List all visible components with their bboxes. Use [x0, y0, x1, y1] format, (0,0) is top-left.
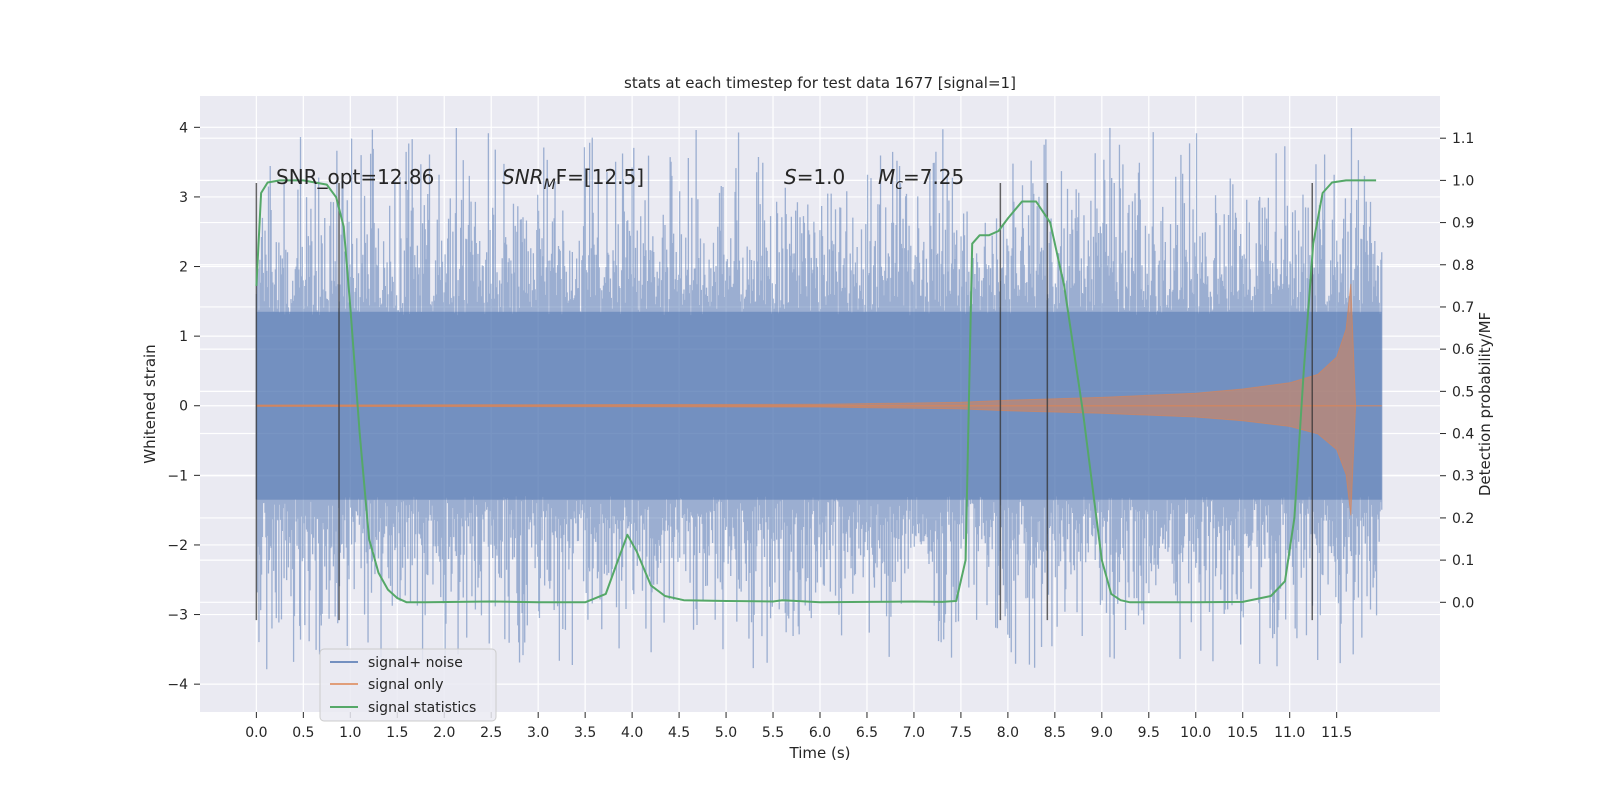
x-tick-label: 9.5: [1138, 725, 1160, 741]
left-y-tick-label: 4: [179, 120, 188, 136]
annotation-s-label: S: [784, 165, 797, 189]
vertical-markers: [255, 183, 1313, 621]
left-y-tick-label: 3: [179, 190, 188, 206]
annotation-mc-sub: c: [895, 177, 903, 193]
right-y-tick-label: 0.5: [1452, 384, 1474, 400]
signal-statistics-line: [255, 179, 1377, 604]
legend: signal+ noise signal only signal statist…: [319, 648, 497, 722]
left-y-tick-label: 1: [179, 329, 188, 345]
left-y-tick-label: 0: [179, 399, 188, 415]
x-axis-label: Time (s): [789, 744, 851, 762]
left-y-tick-label: −1: [167, 468, 188, 484]
right-y-tick-label: 0.1: [1452, 553, 1474, 569]
right-y-tick-label: 1.0: [1452, 173, 1474, 189]
right-y-tick-label: 1.1: [1452, 131, 1474, 147]
x-tick-label: 1.5: [386, 725, 408, 741]
chart-title: stats at each timestep for test data 167…: [624, 74, 1016, 92]
right-y-axis-label: Detection probability/MF: [1476, 312, 1494, 496]
x-tick-label: 6.0: [809, 725, 831, 741]
annotation-s-value: =1.0: [797, 165, 846, 189]
right-y-tick-label: 0.6: [1452, 342, 1474, 358]
right-y-tick-label: 0.8: [1452, 258, 1474, 274]
x-tick-label: 2.5: [480, 725, 502, 741]
legend-label-signal-noise: signal+ noise: [368, 655, 463, 671]
y-axis-label: Whitened strain: [141, 344, 159, 463]
annotation-s: S=1.0: [784, 165, 845, 189]
annotation-mc-value: =7.25: [903, 165, 964, 189]
x-tick-label: 6.5: [856, 725, 878, 741]
x-tick-label: 8.0: [997, 725, 1019, 741]
annotation-snr-mf-rest: F=[12.5]: [556, 165, 644, 189]
x-tick-label: 4.5: [668, 725, 690, 741]
series-signal-statistics: [255, 179, 1377, 604]
annotation-snr-mf-sub: M: [544, 177, 556, 193]
x-tick-label: 11.0: [1274, 725, 1305, 741]
signal-only-trace: [255, 283, 1356, 516]
legend-label-signal-only: signal only: [368, 677, 443, 693]
x-tick-label: 0.5: [292, 725, 314, 741]
x-tick-label: 0.0: [245, 725, 267, 741]
right-y-tick-label: 0.2: [1452, 511, 1474, 527]
x-tick-label: 3.0: [527, 725, 549, 741]
left-y-tick-label: 2: [179, 260, 188, 276]
right-y-tick-label: 0.4: [1452, 427, 1474, 443]
right-y-tick-label: 0.7: [1452, 300, 1474, 316]
x-tick-label: 7.0: [903, 725, 925, 741]
x-tick-label: 5.5: [762, 725, 784, 741]
right-y-tick-label: 0.9: [1452, 216, 1474, 232]
x-tick-label: 8.5: [1044, 725, 1066, 741]
annotations: SNR_opt=12.86 SNRMF=[12.5] S=1.0 Mc=7.25: [276, 165, 964, 193]
right-y-tick-labels: 0.0 0.1 0.2 0.3 0.4 0.5 0.6 0.7 0.8 0.9 1.0 1.1: [1440, 131, 1474, 611]
right-y-tick-label: 0.0: [1452, 595, 1474, 611]
x-tick-labels: 0.0 0.5 1.0 1.5 2.0 2.5 3.0 3.5 4.0 4.5 5.0 5.5 6.0 6…: [245, 712, 1352, 741]
annotation-mc: Mc=7.25: [878, 165, 964, 193]
x-tick-label: 10.5: [1227, 725, 1258, 741]
annotation-snr-opt: SNR_opt=12.86: [276, 165, 434, 189]
x-tick-label: 7.5: [950, 725, 972, 741]
legend-box: [319, 648, 497, 722]
series-signal-only: [255, 283, 1382, 516]
right-y-tick-label: 0.3: [1452, 469, 1474, 485]
left-y-tick-label: −3: [167, 608, 188, 624]
x-tick-label: 1.0: [339, 725, 361, 741]
left-y-tick-labels: −4 −3 −2 −1 0 1 2 3 4: [167, 120, 200, 693]
x-tick-label: 10.0: [1180, 725, 1211, 741]
x-tick-label: 5.0: [715, 725, 737, 741]
x-tick-label: 4.0: [621, 725, 643, 741]
x-tick-label: 11.5: [1321, 725, 1352, 741]
left-y-tick-label: −2: [167, 538, 188, 554]
x-tick-label: 2.0: [433, 725, 455, 741]
x-tick-label: 9.0: [1091, 725, 1113, 741]
x-tick-label: 3.5: [574, 725, 596, 741]
annotation-snr-mf: SNRMF=[12.5]: [502, 165, 644, 193]
annotation-mc-base: M: [878, 165, 895, 189]
annotation-snr-mf-base: SNR: [502, 165, 544, 189]
left-y-tick-label: −4: [167, 677, 188, 693]
legend-label-signal-statistics: signal statistics: [368, 700, 476, 716]
